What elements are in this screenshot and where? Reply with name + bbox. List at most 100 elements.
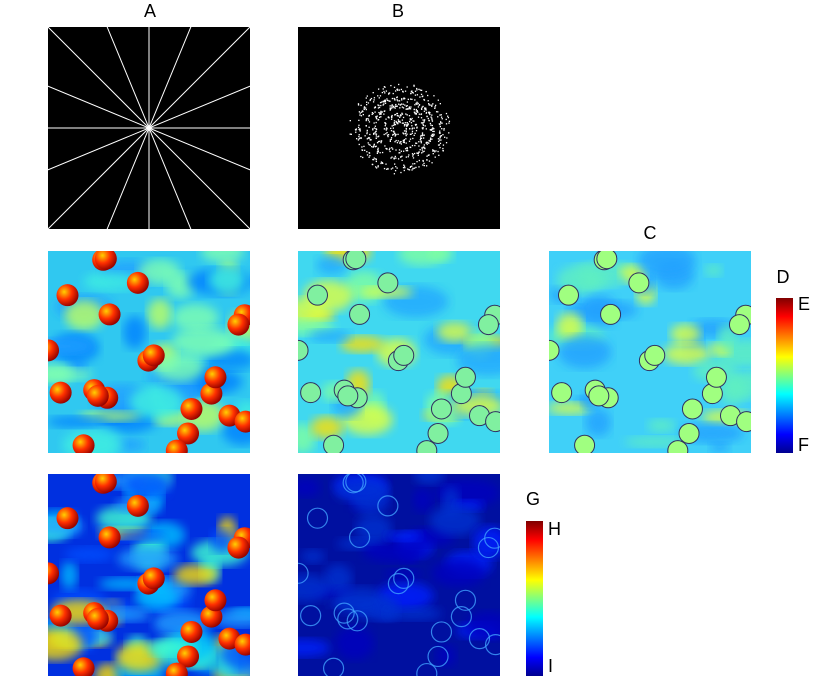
dot [420,137,422,140]
dot [365,118,368,121]
dot [408,168,410,171]
texture [129,385,184,420]
dot [417,102,419,105]
dot [407,123,409,125]
dot [368,126,370,128]
dot [428,111,430,113]
dot [432,103,434,105]
dot [431,117,433,119]
dot [427,100,429,102]
dot [366,151,368,153]
dot [394,135,396,137]
dot [428,104,430,106]
dot [350,133,352,135]
texture [138,259,181,285]
particle-outline [377,272,399,294]
dot [395,149,397,151]
texture [298,423,316,453]
dot [428,142,430,144]
dot [385,127,388,129]
dot [405,149,407,152]
dot [439,130,441,132]
dot [400,141,402,143]
dot [375,116,377,119]
dot [438,144,441,146]
texture [647,418,676,433]
dot [416,161,418,163]
dot [424,147,426,149]
dot [421,106,423,108]
dot [361,149,364,151]
dot [432,130,434,133]
dot [385,99,387,102]
dot [389,139,392,141]
dot [412,163,414,165]
dot [357,126,360,129]
texture [400,551,418,564]
dot [403,130,406,132]
dot [377,119,379,121]
dot [422,95,424,97]
dot [375,158,377,161]
particle [86,384,109,407]
dot [407,98,409,100]
dot [411,169,413,171]
colorbar [776,298,793,453]
dot [358,135,360,138]
dot [421,132,424,134]
dot [439,123,441,126]
dot [421,147,423,149]
dot [377,147,379,149]
dot [413,127,415,129]
dot [400,150,403,152]
dot [393,97,395,100]
dot [361,146,363,148]
dot [411,165,413,167]
particle-ring [322,657,345,676]
texture [335,586,387,615]
dot [425,109,427,111]
dot [382,88,384,90]
dot [431,138,433,140]
dot [360,115,363,117]
particle [98,303,121,326]
dot [425,112,427,114]
dot [378,135,380,137]
dot [421,134,423,137]
particle [165,662,188,676]
dot [355,131,357,133]
dot [420,89,423,92]
dot [420,108,423,110]
dot [420,122,423,124]
dot [447,115,449,117]
dot [383,113,385,115]
dot [409,133,412,136]
dot [423,164,425,167]
dot [399,115,401,117]
dot [397,89,399,91]
dot [440,114,442,116]
dot [441,118,443,120]
dot [363,145,365,148]
dot [373,133,375,135]
dot [390,127,392,130]
dot [420,113,423,115]
panel-label: A [144,1,156,21]
panel-image [298,251,500,453]
dot [373,127,376,129]
dot [428,102,430,105]
particle-outline [705,366,727,388]
dot [426,143,428,145]
dot [415,102,417,105]
dot [380,101,383,103]
particle [177,645,200,668]
dot [424,107,426,109]
dot [400,114,402,116]
texture [335,626,374,660]
dot [390,137,393,139]
dot [439,142,442,145]
dot [416,94,419,96]
particle [204,366,227,389]
dot [377,165,379,167]
dot [394,123,397,126]
